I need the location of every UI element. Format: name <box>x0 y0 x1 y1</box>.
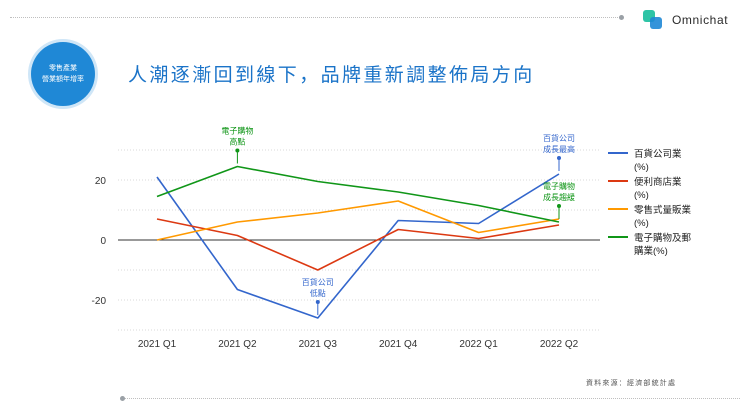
annotation-dot <box>557 204 561 208</box>
legend-label: 電子購物及郵 <box>634 232 692 244</box>
legend-label: (%) <box>634 218 649 229</box>
legend-label: 購業(%) <box>634 245 668 257</box>
legend-label: (%) <box>634 162 649 173</box>
annotation-dot <box>315 300 320 304</box>
annotation-label: 電子購物 <box>221 126 253 136</box>
badge-line-1: 零售產業 <box>49 64 77 72</box>
annotation-label: 百貨公司 <box>543 133 575 143</box>
x-tick-label: 2022 Q1 <box>459 339 498 350</box>
annotation-dot <box>235 148 240 153</box>
section-badge: 零售產業 營業額年增率 <box>31 42 95 106</box>
legend-label: (%) <box>634 190 649 201</box>
annotation-dot <box>557 156 561 160</box>
annotation-label: 高點 <box>229 137 245 147</box>
y-tick-label: 20 <box>95 176 107 187</box>
omnichat-logo-icon <box>643 10 662 29</box>
series-line-4 <box>156 165 560 223</box>
series-line-3 <box>156 200 560 241</box>
header-divider <box>10 17 620 18</box>
x-tick-label: 2021 Q3 <box>299 339 338 350</box>
x-tick-label: 2021 Q4 <box>379 339 418 350</box>
legend-label: 便利商店業 <box>634 176 682 188</box>
legend-label: 百貨公司業 <box>634 148 682 160</box>
annotation-label: 低點 <box>310 288 326 298</box>
series-line-1 <box>156 173 560 319</box>
series-line-2 <box>156 218 560 271</box>
x-tick-label: 2022 Q2 <box>540 339 579 350</box>
annotation-label: 成長趨緩 <box>543 192 575 202</box>
footer-divider <box>124 398 740 399</box>
brand-name: Omnichat <box>672 13 729 27</box>
x-tick-label: 2021 Q2 <box>218 339 257 350</box>
annotation-label: 百貨公司 <box>302 277 334 287</box>
header-divider-dot <box>619 15 624 20</box>
annotation-label: 電子購物 <box>543 181 575 191</box>
y-tick-label: -20 <box>92 296 107 307</box>
footer-divider-dot <box>120 396 125 401</box>
x-tick-label: 2021 Q1 <box>138 339 177 350</box>
page-title: 人潮逐漸回到線下，品牌重新調整佈局方向 <box>128 64 535 86</box>
badge-line-2: 營業額年增率 <box>42 75 84 83</box>
annotation-label: 成長最高 <box>543 144 575 154</box>
y-tick-label: 0 <box>100 236 106 247</box>
legend-label: 零售式量販業 <box>634 204 692 216</box>
data-source-note: 資料來源：經濟部統計處 <box>586 379 677 387</box>
brand-logo: Omnichat <box>642 9 728 31</box>
